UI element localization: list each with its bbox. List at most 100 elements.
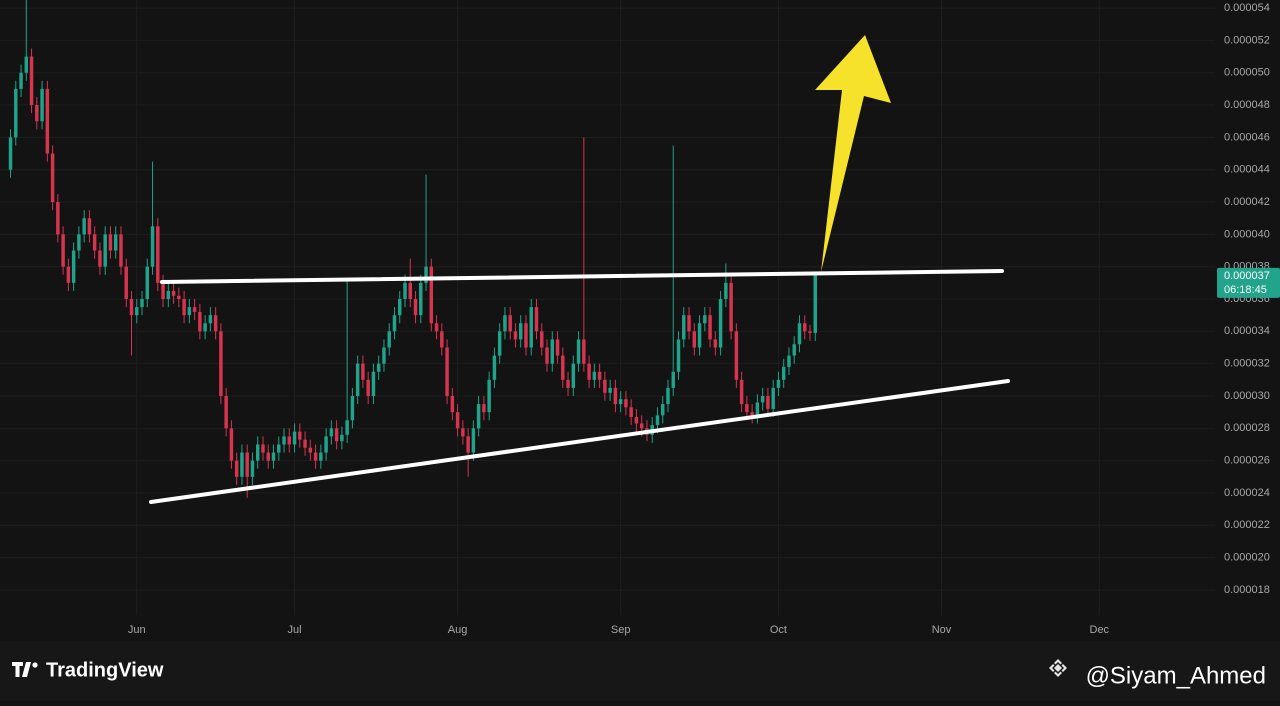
candle-body — [308, 447, 313, 453]
candle-body — [35, 105, 39, 122]
candle-body — [482, 404, 486, 413]
candle-body — [492, 355, 497, 380]
y-tick-label: 0.000054 — [1224, 2, 1270, 14]
candle-body — [703, 315, 707, 324]
candle-body — [745, 404, 749, 413]
candle-body — [634, 417, 639, 424]
candle-body — [350, 395, 355, 421]
candle-body — [561, 355, 565, 380]
grid — [0, 0, 1215, 615]
candle-body — [240, 452, 244, 477]
candle-body — [140, 299, 144, 308]
candle-body — [108, 234, 113, 251]
y-tick-label: 0.000048 — [1224, 99, 1270, 111]
candle-body — [655, 415, 660, 426]
candle-body — [750, 412, 754, 416]
candle-body — [566, 379, 570, 388]
candle-body — [476, 404, 481, 429]
candle-body — [282, 436, 286, 445]
candle-body — [597, 371, 602, 380]
candle-body — [103, 234, 107, 267]
y-tick-label: 0.000032 — [1224, 358, 1270, 370]
candle-body — [298, 431, 302, 440]
candle-body — [624, 399, 628, 408]
drawings — [149, 35, 1010, 504]
x-tick-label: Dec — [1090, 624, 1110, 636]
x-tick-label: Sep — [611, 624, 631, 636]
candle-body — [234, 460, 239, 477]
logo-icon — [12, 662, 31, 677]
candle-body — [513, 331, 518, 340]
candle-body — [440, 331, 444, 348]
candle-body — [19, 72, 23, 89]
candle-body — [192, 307, 197, 312]
y-tick-label: 0.000026 — [1224, 455, 1270, 467]
candle-body — [345, 420, 349, 435]
candle-body — [413, 299, 418, 316]
candle-body — [392, 315, 397, 332]
candle-body — [135, 307, 139, 316]
candle-body — [592, 371, 597, 380]
candle-body — [587, 363, 591, 380]
candle-body — [56, 202, 60, 235]
candle-body — [692, 331, 697, 348]
candle-body — [524, 323, 528, 348]
candle-body — [660, 404, 665, 416]
candle-body — [50, 153, 55, 203]
candle-body — [571, 363, 576, 388]
candle-body — [77, 234, 81, 251]
y-tick-label: 0.000040 — [1224, 228, 1270, 240]
candle-body — [555, 339, 560, 356]
candle-body — [166, 290, 171, 300]
candle-body — [203, 323, 207, 332]
candle-body — [14, 88, 18, 138]
candle-body — [334, 428, 339, 442]
candle-body — [277, 444, 281, 453]
axes: 0.000054 0.000052 0.000050 0.000048 0.000046… — [128, 2, 1280, 636]
candle-body — [718, 299, 723, 348]
candle-body — [156, 226, 160, 283]
candle-body — [582, 339, 586, 364]
candle-body — [245, 452, 249, 477]
candle-body — [503, 315, 507, 332]
candle-body — [629, 407, 633, 418]
candle-body — [471, 428, 476, 453]
candle-body — [724, 282, 728, 300]
candle-body — [781, 366, 786, 380]
y-tick-label: 0.000034 — [1224, 325, 1270, 337]
candle-body — [708, 315, 712, 340]
candle-body — [608, 387, 612, 393]
candle-body — [797, 323, 802, 345]
y-tick-label: 0.000042 — [1224, 196, 1270, 208]
candle-body — [760, 395, 765, 403]
candle-body — [119, 234, 123, 267]
candle-body — [161, 282, 165, 300]
resistance-line — [160, 269, 1004, 284]
candle-body — [545, 347, 549, 364]
watermark: @Siyam_Ahmed — [1049, 659, 1266, 689]
candle-body — [24, 56, 29, 73]
candle-body — [429, 266, 434, 324]
candle-body — [87, 218, 92, 235]
candle-body — [129, 299, 134, 316]
y-tick-label: 0.000052 — [1224, 34, 1270, 46]
watermark-icon — [1049, 659, 1067, 677]
candle-body — [171, 290, 176, 296]
candle-body — [371, 371, 376, 396]
x-tick-label: Jul — [288, 624, 302, 636]
candle-body — [534, 307, 539, 332]
candle-body — [266, 452, 270, 461]
candle-body — [687, 315, 691, 332]
candle-body — [792, 344, 796, 356]
logo-text: TradingView — [46, 659, 164, 681]
breakout-arrow — [815, 35, 891, 272]
candle-body — [771, 387, 775, 409]
y-tick-label: 0.000046 — [1224, 131, 1270, 143]
candle-body — [329, 428, 334, 437]
candle-body — [8, 137, 13, 170]
candle-body — [313, 452, 318, 461]
y-tick-label: 0.000018 — [1224, 584, 1270, 596]
candle-body — [550, 339, 555, 364]
candle-body — [713, 339, 718, 348]
